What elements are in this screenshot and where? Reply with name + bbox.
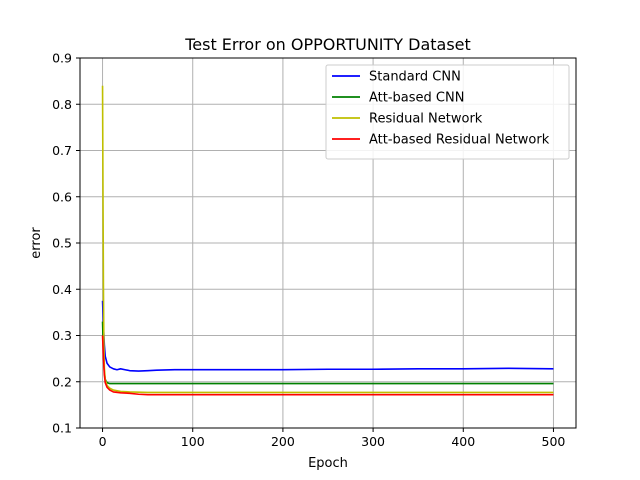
y-tick-label: 0.3 [52,328,72,343]
y-tick-label: 0.4 [52,282,72,297]
series-lines [101,85,554,396]
x-tick-label: 400 [451,434,475,449]
y-tick-label: 0.9 [52,51,72,66]
y-tick-label: 0.6 [52,189,72,204]
x-tick-label: 300 [361,434,385,449]
y-axis-label: error [29,227,44,259]
legend-label: Residual Network [369,112,483,127]
y-tick-label: 0.7 [52,143,72,158]
y-axis-ticks: 0.1 0.2 0.3 0.4 0.5 0.6 0.7 0.8 0.9 [52,51,80,436]
legend-label: Standard CNN [369,70,461,85]
y-tick-label: 0.8 [52,97,72,112]
y-tick-label: 0.2 [52,374,72,389]
y-tick-label: 0.5 [52,236,72,251]
series-line-0 [101,300,554,372]
series-line-2 [101,85,554,394]
legend-box [325,64,570,160]
legend: Standard CNN Att-based CNN Residual Networ… [325,64,570,160]
legend-label: Att-based Residual Network [369,133,550,148]
legend-label: Att-based CNN [369,91,464,106]
x-axis-ticks: 0 100 200 300 400 500 [99,428,566,449]
x-axis-label: Epoch [308,456,348,471]
x-tick-label: 100 [181,434,205,449]
x-tick-label: 0 [99,434,107,449]
series-line-3 [101,335,554,396]
x-tick-label: 500 [542,434,566,449]
x-tick-label: 200 [271,434,295,449]
chart-title: Test Error on OPPORTUNITY Dataset [184,35,471,54]
y-tick-label: 0.1 [52,421,72,436]
